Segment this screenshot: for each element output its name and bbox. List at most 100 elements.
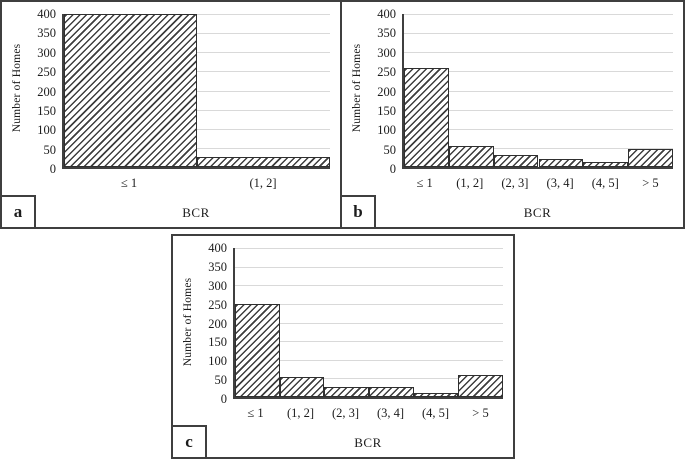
panel-b: Number of Homes 400 350 300 250 200 150 100 50 0… [340,0,685,229]
y-tick-label: 50 [43,142,57,157]
x-axis-ticks: ≤ 1 (1, 2] (2, 3] (3, 4] (4, 5] > 5 [402,177,673,193]
y-tick-label: 350 [208,259,227,274]
gridline [404,147,673,149]
y-tick-label: 150 [208,335,227,350]
x-axis-ticks: ≤ 1 (1, 2] [62,177,330,193]
gridline [235,359,503,361]
gridline [64,147,330,149]
x-axis-title: BCR [182,205,210,220]
x-category-label: (2, 3] [331,406,360,420]
y-tick-label: 100 [377,123,396,137]
x-axis-title: BCR [354,435,382,450]
gridline [235,285,503,287]
x-category-label: (1, 2] [286,406,315,420]
y-tick-label: 50 [383,142,397,157]
x-category-label: (2, 3] [501,176,529,190]
y-tick-label: 250 [37,64,56,79]
y-tick-label: 100 [208,354,227,368]
bar [413,392,459,397]
x-category-label: > 5 [472,406,489,420]
gridline [404,109,673,111]
bar [458,374,503,397]
bar [279,376,325,397]
y-axis-ticks: 400 350 300 250 200 150 100 50 0 [342,8,397,175]
y-tick-label: 300 [208,278,227,293]
gridline [235,378,503,380]
y-tick-label: 400 [377,6,396,21]
gridline [235,322,503,324]
gridline [404,14,673,15]
y-tick-label: 200 [377,84,396,99]
x-category-label: (3, 4] [376,406,405,420]
panel-letter: a [13,202,23,221]
bar [324,386,369,397]
gridline [404,33,673,35]
panel-a: Number of Homes 400 350 300 250 200 150 100 50 0… [0,0,342,229]
panel-c: Number of Homes 400 350 300 250 200 150 100 50 0… [171,234,515,459]
y-tick-label: 300 [377,45,396,60]
x-category-label: ≤ 1 [247,406,264,420]
gridline [235,303,503,305]
gridline [64,33,330,35]
y-axis-ticks: 400 350 300 250 200 150 100 50 0 [2,8,57,175]
gridline [404,128,673,130]
bar [235,303,280,397]
y-tick-label: 350 [377,26,396,41]
x-category-label: ≤ 1 [416,176,433,190]
y-tick-label: 150 [377,103,396,118]
gridline [64,52,330,54]
gridline [235,341,503,343]
x-category-label: (4, 5] [591,176,619,190]
x-category-label: (1, 2] [249,176,277,190]
gridline [235,266,503,268]
plot-area [62,14,330,169]
y-tick-label: 50 [214,372,228,387]
x-category-label: ≤ 1 [120,176,138,190]
panel-letter-box: b [340,195,376,229]
x-axis-ticks: ≤ 1 (1, 2] (2, 3] (3, 4] (4, 5] > 5 [233,407,503,423]
gridline [404,90,673,92]
y-axis-ticks: 400 350 300 250 200 150 100 50 0 [173,242,228,405]
x-category-label: (4, 5] [421,406,450,420]
bar [538,159,584,167]
y-tick-label: 0 [49,161,56,176]
y-tick-label: 250 [377,64,396,79]
panel-letter: b [353,202,363,221]
y-tick-label: 200 [37,84,56,99]
y-tick-label: 150 [37,103,56,118]
x-category-label: (1, 2] [456,176,484,190]
bar [493,154,539,167]
bar [369,386,414,397]
y-tick-label: 200 [208,316,227,331]
panel-letter-box: a [0,195,36,229]
bar [64,14,197,167]
gridline [64,90,330,92]
bar [404,68,449,167]
bar [628,148,673,167]
gridline [64,109,330,111]
y-tick-label: 0 [389,161,396,176]
y-tick-label: 400 [208,240,227,255]
panel-letter: c [185,432,193,451]
x-axis-title: BCR [523,205,552,220]
y-tick-label: 400 [37,6,56,21]
gridline [404,71,673,73]
x-category-label: > 5 [642,176,659,190]
panel-letter-box: c [171,425,207,459]
y-tick-label: 300 [37,45,56,60]
gridline [64,71,330,73]
gridline [64,14,330,15]
bar [448,145,494,167]
bar [197,157,330,167]
gridline [235,248,503,249]
plot-area [233,248,503,399]
x-category-label: (3, 4] [546,176,574,190]
y-tick-label: 100 [37,123,56,137]
y-tick-label: 0 [220,391,227,406]
bar [583,162,629,167]
plot-area [402,14,673,169]
gridline [404,52,673,54]
y-tick-label: 250 [208,297,227,312]
gridline [64,128,330,130]
